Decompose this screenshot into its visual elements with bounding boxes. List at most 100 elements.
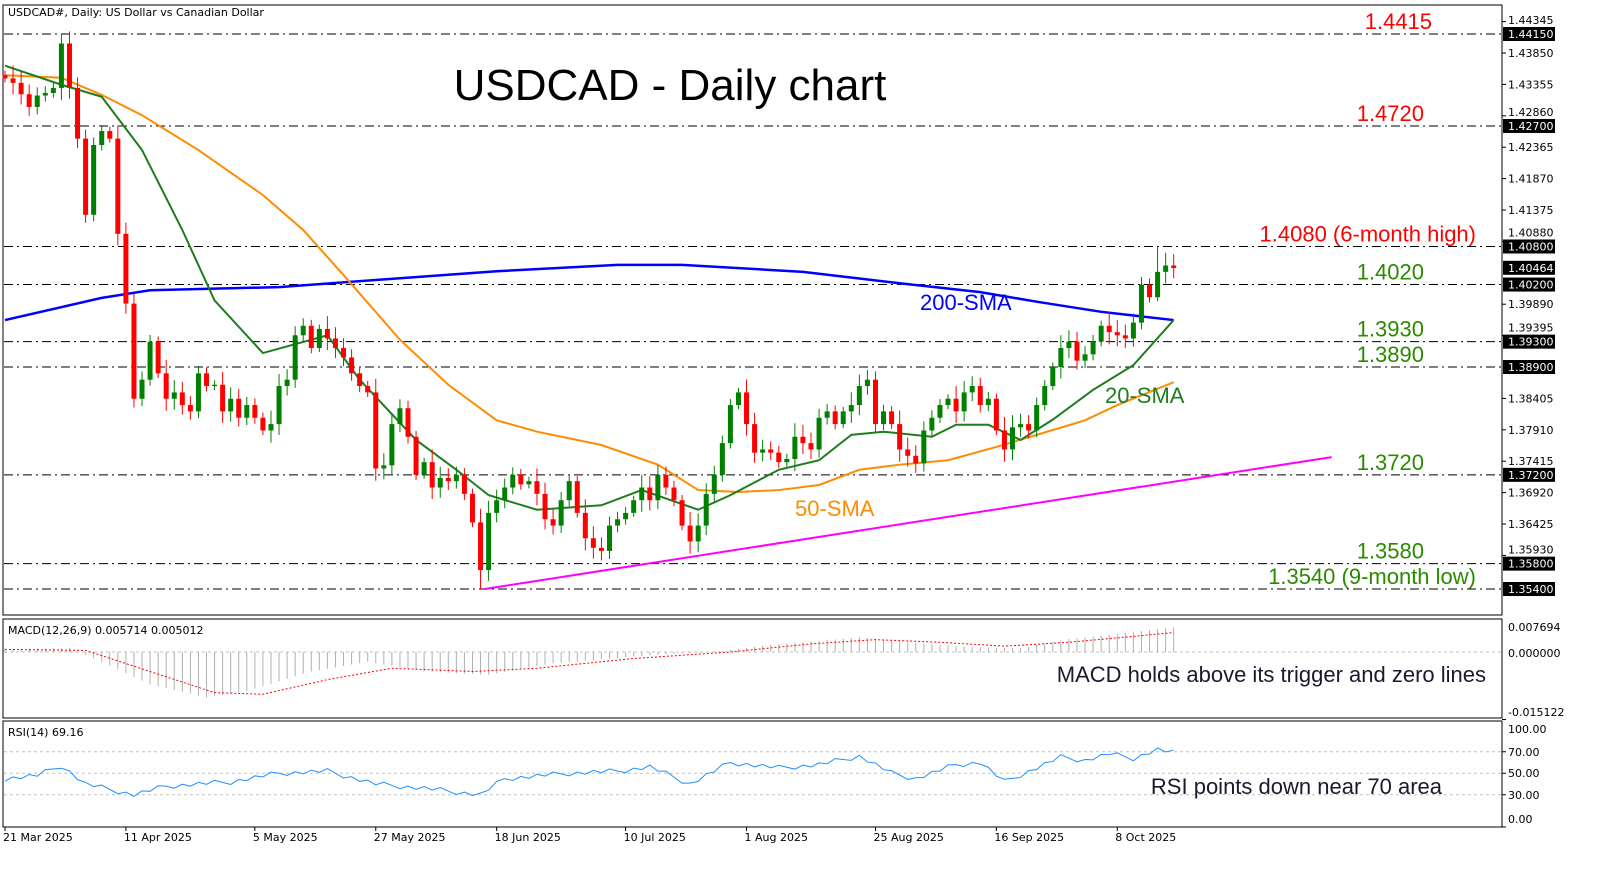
candle bbox=[99, 125, 105, 151]
candle-body bbox=[228, 398, 234, 412]
candle bbox=[679, 495, 685, 531]
candle bbox=[977, 377, 983, 413]
candle-body bbox=[752, 424, 758, 453]
y-tick-label: 1.39395 bbox=[1508, 322, 1554, 335]
candle-body bbox=[50, 87, 56, 93]
candle-body bbox=[558, 500, 564, 526]
candle bbox=[187, 396, 193, 420]
candle bbox=[518, 468, 524, 490]
candle bbox=[937, 399, 943, 424]
candle bbox=[252, 398, 258, 424]
candle-body bbox=[671, 487, 677, 501]
sma200-line bbox=[4, 263, 1174, 322]
candle bbox=[889, 406, 895, 429]
candle-body bbox=[220, 384, 226, 412]
candle-body bbox=[872, 379, 878, 425]
candle bbox=[542, 482, 548, 530]
candle bbox=[929, 410, 935, 438]
candle-body bbox=[147, 341, 153, 380]
candle bbox=[510, 467, 516, 495]
macd-tick-label: 0.000000 bbox=[1508, 647, 1561, 660]
sma-layer: 200-SMA 20-SMA 50-SMA bbox=[4, 64, 1185, 521]
price-box bbox=[1503, 118, 1555, 133]
candle bbox=[921, 421, 927, 472]
price-box-label: 1.35800 bbox=[1508, 558, 1554, 571]
candle bbox=[1010, 415, 1015, 461]
candle bbox=[341, 338, 347, 367]
candle bbox=[502, 478, 508, 509]
candle bbox=[405, 400, 411, 444]
candle-body bbox=[1034, 405, 1040, 431]
candle bbox=[179, 381, 185, 415]
candle bbox=[332, 327, 338, 359]
candle-body bbox=[1130, 322, 1136, 339]
candle-body bbox=[365, 386, 371, 393]
candle bbox=[945, 394, 951, 410]
candle-body bbox=[478, 522, 484, 570]
candle-body bbox=[784, 458, 790, 463]
candle-body bbox=[631, 500, 637, 513]
price-box bbox=[1503, 239, 1555, 254]
candle-body bbox=[647, 487, 653, 501]
y-tick-label: 1.43355 bbox=[1508, 78, 1554, 91]
candle bbox=[566, 474, 572, 507]
candle-body bbox=[1155, 271, 1161, 298]
rsi-tick-label: 0.00 bbox=[1508, 813, 1533, 826]
candle-body bbox=[1058, 347, 1064, 368]
candle-body bbox=[711, 474, 717, 494]
candle bbox=[671, 480, 677, 507]
candle-body bbox=[1074, 341, 1080, 361]
candle-body bbox=[1082, 354, 1088, 361]
candle bbox=[429, 449, 435, 500]
candle bbox=[840, 406, 846, 429]
candle-body bbox=[615, 519, 621, 526]
candle-body bbox=[1050, 367, 1056, 387]
candle-body bbox=[744, 392, 750, 425]
rsi-label: RSI(14) 69.16 bbox=[8, 726, 83, 739]
candle-body bbox=[308, 325, 314, 348]
chart-header: USDCAD#, Daily: US Dollar vs Canadian Do… bbox=[8, 6, 264, 19]
candle-body bbox=[58, 43, 64, 88]
chart-title: USDCAD - Daily chart bbox=[454, 61, 887, 110]
candle bbox=[752, 412, 758, 463]
candle-body bbox=[1010, 427, 1015, 450]
candle bbox=[800, 424, 806, 454]
candle-body bbox=[534, 481, 540, 494]
candle-body bbox=[977, 386, 983, 406]
candle bbox=[26, 84, 32, 116]
candle-body bbox=[260, 417, 266, 431]
candle bbox=[631, 495, 637, 517]
candle bbox=[744, 379, 750, 436]
candle-body bbox=[66, 43, 72, 88]
candle-body bbox=[921, 430, 927, 464]
candle-body bbox=[486, 512, 492, 570]
macd-layer: 0.007694 0.000000 -0.015122 bbox=[4, 621, 1564, 719]
candle bbox=[147, 334, 153, 386]
price-box bbox=[1503, 582, 1555, 597]
candle bbox=[413, 430, 419, 481]
candle bbox=[881, 404, 887, 431]
candle-body bbox=[357, 373, 363, 387]
candle bbox=[1171, 254, 1177, 279]
candle-body bbox=[1018, 424, 1024, 428]
candle-body bbox=[518, 474, 524, 485]
candle bbox=[1082, 346, 1088, 369]
candle bbox=[687, 512, 693, 554]
candle bbox=[590, 526, 596, 559]
candle bbox=[550, 509, 556, 535]
candle-body bbox=[663, 474, 669, 488]
candle-body bbox=[768, 449, 774, 453]
sma50-line bbox=[4, 74, 1175, 493]
candle-body bbox=[268, 424, 274, 431]
candle bbox=[18, 71, 24, 105]
price-box-label: 1.38900 bbox=[1508, 361, 1554, 374]
candle bbox=[10, 65, 16, 95]
candle-body bbox=[91, 145, 97, 215]
candle-body bbox=[574, 481, 580, 513]
candle bbox=[623, 506, 629, 525]
level-label: 1.3720 bbox=[1357, 450, 1424, 475]
macd-panel-border bbox=[2, 618, 1503, 719]
candle-body bbox=[840, 411, 846, 425]
candle bbox=[1050, 362, 1056, 391]
candle-body bbox=[542, 493, 548, 520]
